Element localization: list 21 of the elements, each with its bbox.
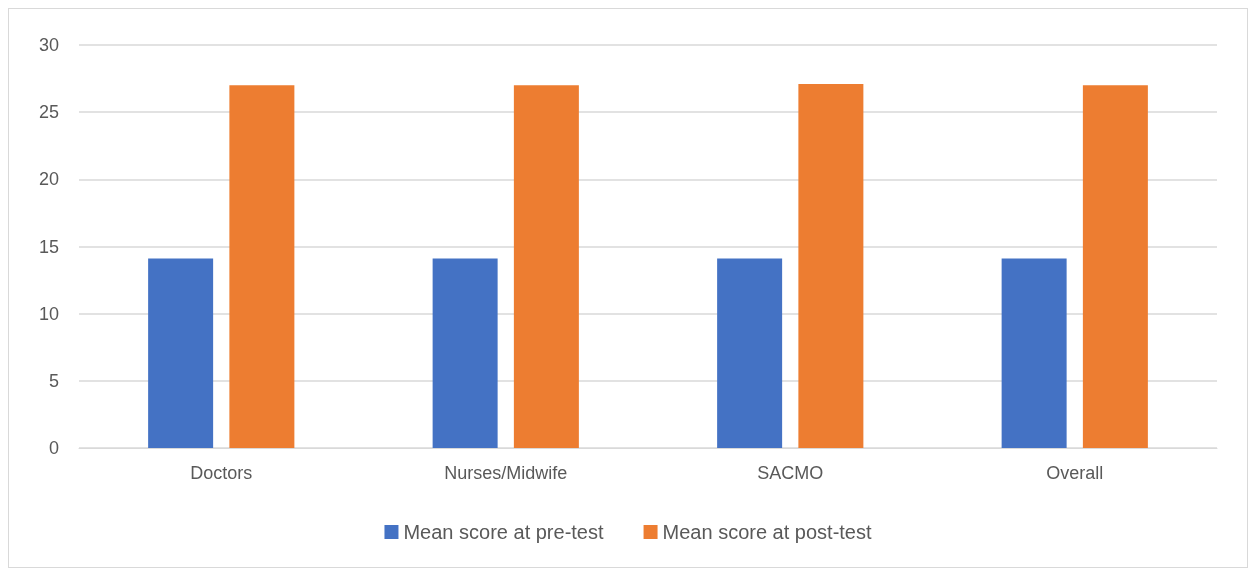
y-tick-label: 10	[38, 303, 59, 324]
bar	[513, 85, 579, 448]
bar	[148, 258, 214, 448]
bar	[229, 85, 295, 448]
bar	[1001, 258, 1067, 448]
legend-label: Mean score at pre-test	[403, 521, 604, 543]
bar	[1082, 85, 1148, 448]
y-tick-label: 25	[38, 102, 59, 123]
y-tick-label: 15	[38, 236, 59, 257]
x-tick-label: Doctors	[190, 463, 253, 483]
x-tick-label: Nurses/Midwife	[444, 463, 568, 483]
y-tick-label: 0	[48, 438, 59, 458]
y-tick-label: 5	[48, 370, 59, 391]
bar	[432, 258, 498, 448]
bar	[717, 258, 783, 448]
bar	[798, 83, 864, 448]
x-tick-label: SACMO	[757, 463, 824, 483]
y-tick-label: 20	[38, 169, 59, 190]
x-tick-label: Overall	[1046, 463, 1104, 483]
y-tick-label: 30	[38, 35, 59, 55]
legend-label: Mean score at post-test	[662, 521, 872, 543]
